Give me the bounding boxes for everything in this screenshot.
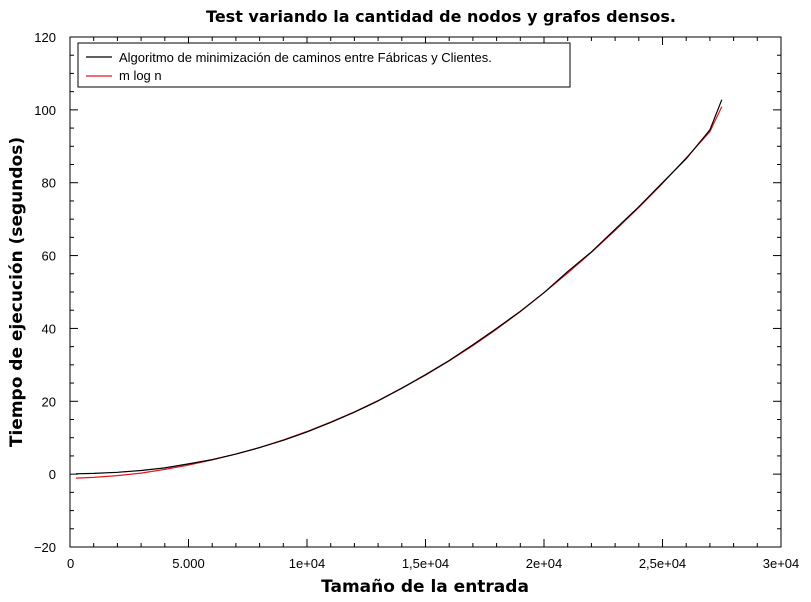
series-layer [75,99,723,479]
legend-entry-algoritmo: Algoritmo de minimización de caminos ent… [119,50,492,65]
x-tick-label: 2e+04 [526,556,563,571]
x-tick-label: 1,5e+04 [402,556,449,571]
plot-frame [69,36,782,548]
legend-box [77,42,571,88]
x-tick-label: 2,5e+04 [639,556,686,571]
x-tick-label: 0 [67,556,74,571]
x-axis: 0 5.000 1e+04 1,5e+04 2e+04 2,5e+04 3e+04 [67,37,799,571]
legend-entry-mlogn: m log n [119,68,162,83]
y-tick-label: 120 [34,30,56,45]
legend: Algoritmo de minimización de caminos ent… [77,42,571,88]
y-tick-label: 20 [42,394,56,409]
y-axis: −20 0 20 40 60 80 100 120 [34,30,781,555]
x-tick-label: 3e+04 [763,556,800,571]
y-axis-label: Tiempo de ejecución (segundos) [7,137,27,447]
x-tick-label: 5.000 [172,556,205,571]
y-tick-label: 0 [49,467,56,482]
y-tick-label: 100 [34,103,56,118]
x-axis-label: Tamaño de la entrada [321,577,529,597]
y-tick-label: 80 [42,176,56,191]
x-tick-label: 1e+04 [289,556,326,571]
y-tick-label: −20 [34,540,56,555]
series-line-algoritmo [75,99,723,475]
chart-title: Test variando la cantidad de nodos y gra… [206,7,676,26]
series-line-mlogn [75,106,723,479]
y-tick-label: 40 [42,321,56,336]
y-tick-label: 60 [42,249,56,264]
